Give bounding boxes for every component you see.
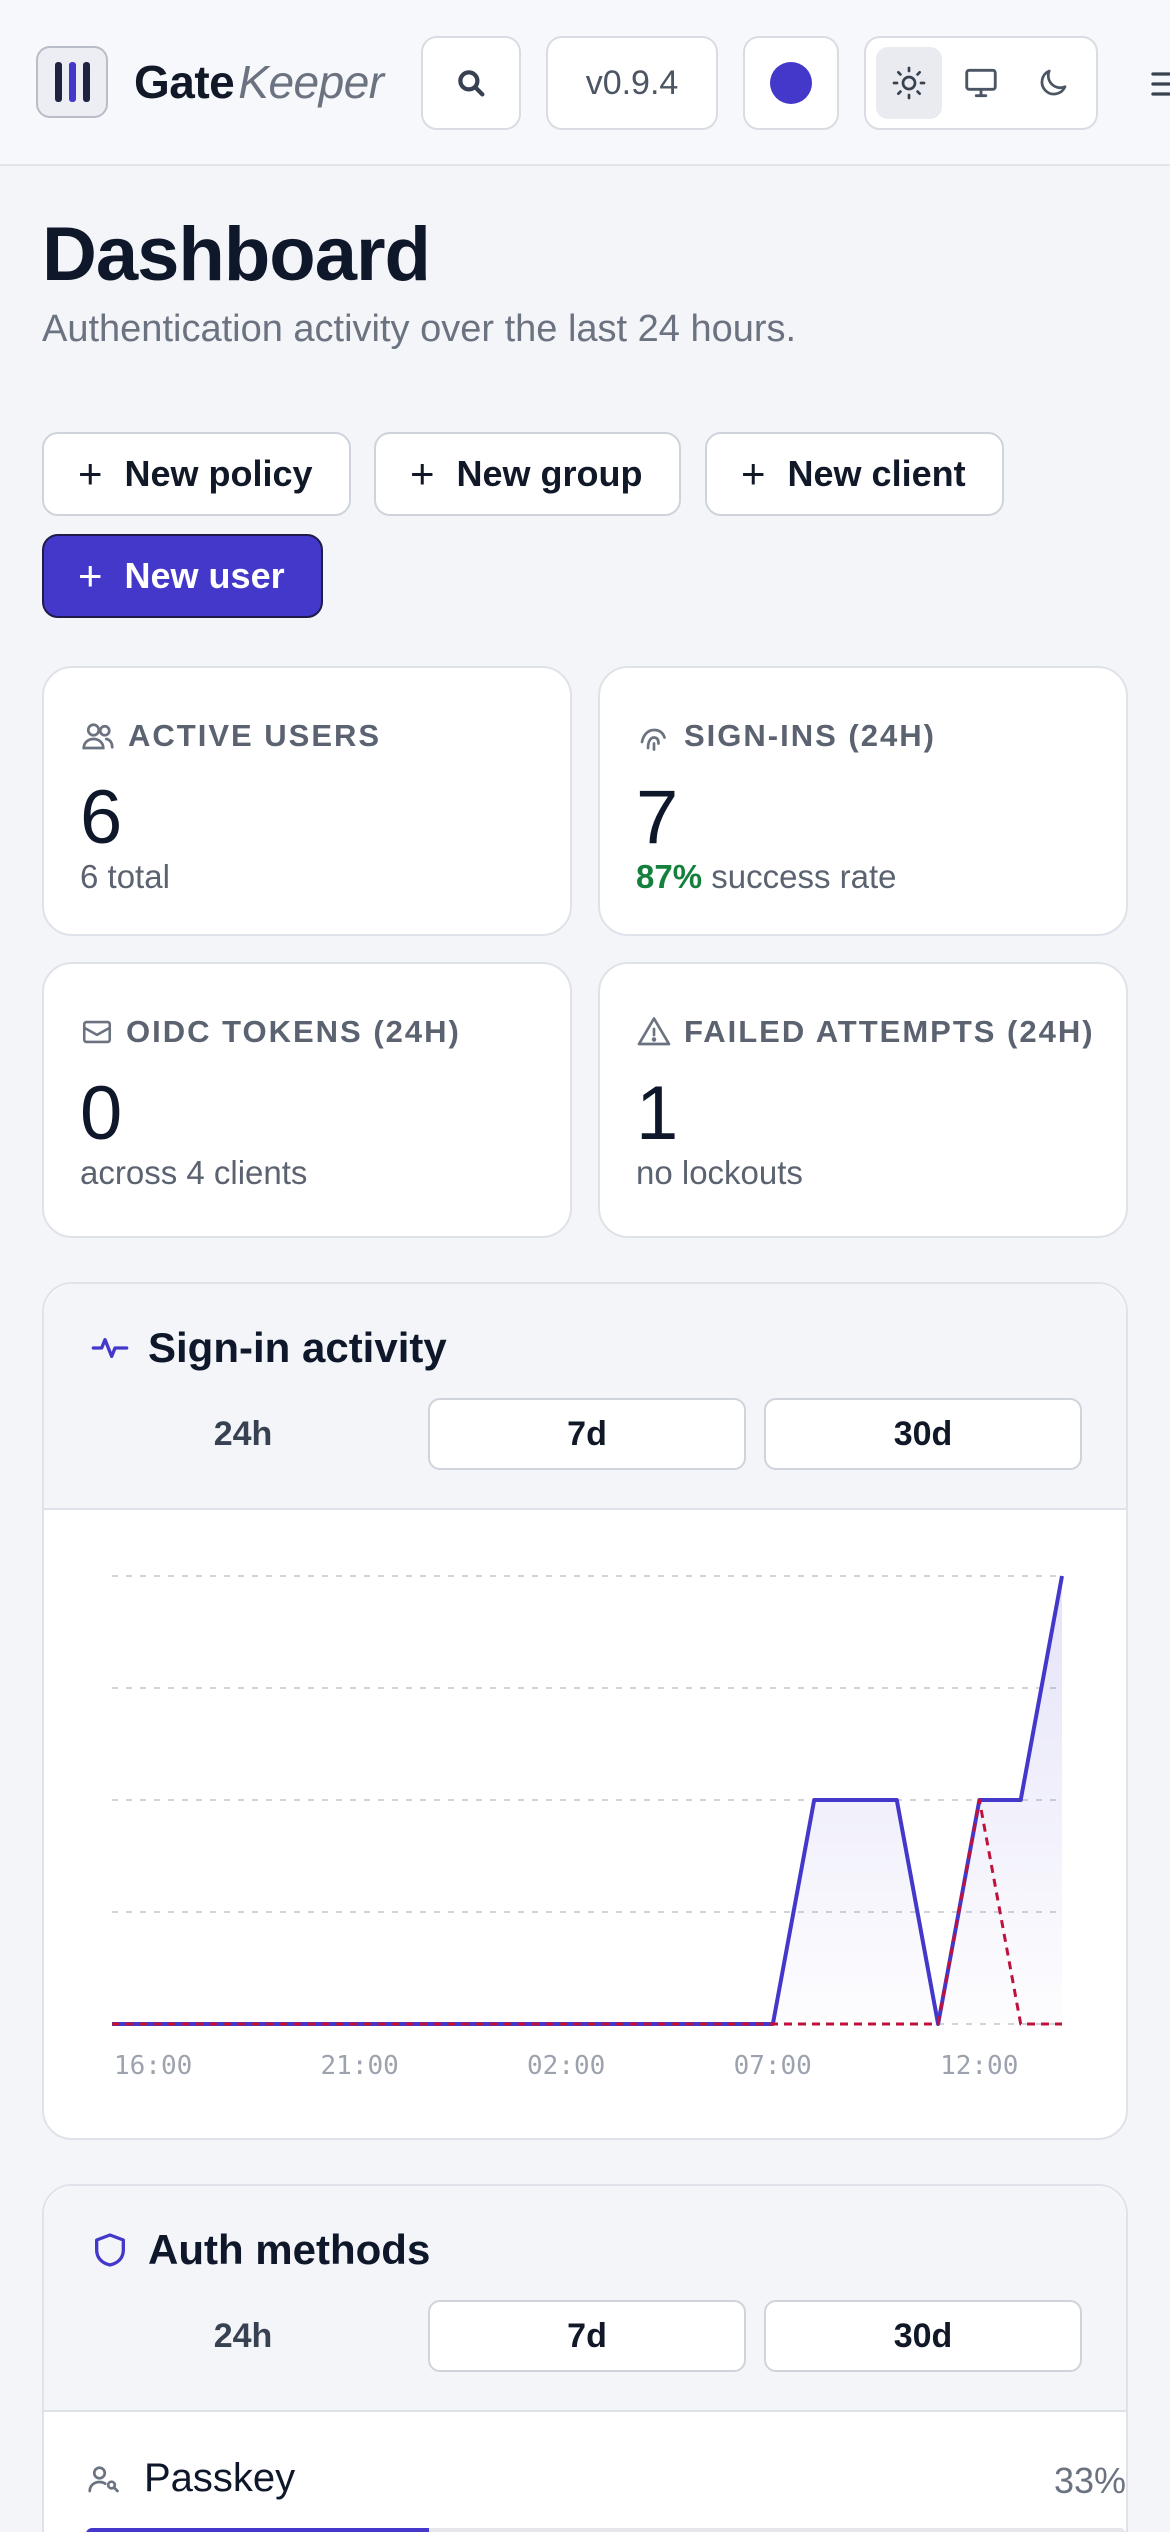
user-key-icon	[88, 2465, 119, 2492]
active-users-label: ACTIVE USERS	[128, 718, 382, 753]
new-policy-label: New policy	[124, 453, 313, 494]
failed-attempts-label: FAILED ATTEMPTS (24H)	[684, 1014, 1095, 1049]
list-item: Passkey 33%	[86, 2456, 1126, 2532]
x-tick-label: 16:00	[114, 2051, 192, 2081]
fingerprint-icon	[640, 728, 666, 751]
version-label: v0.9.4	[585, 63, 679, 102]
users-icon	[82, 723, 114, 750]
stat-card-sign-ins[interactable]: SIGN-INS (24H) 7 87% success rate	[598, 666, 1128, 936]
auth-methods-card: Auth methods 24h 7d 30d Passkey 33%	[42, 2184, 1128, 2532]
stat-card-oidc-tokens[interactable]: OIDC TOKENS (24H) 0 across 4 clients	[42, 962, 572, 1238]
series-area	[112, 1576, 1062, 2024]
page-title: Dashboard	[42, 212, 431, 297]
active-users-value: 6	[80, 775, 123, 860]
menu-button[interactable]	[1148, 64, 1170, 104]
stat-label: FAILED ATTEMPTS (24H)	[636, 1014, 1095, 1050]
brand-name[interactable]: GateKeeper	[134, 52, 384, 112]
new-group-button[interactable]: + New group	[374, 432, 681, 516]
search-icon	[458, 70, 485, 97]
stat-label: ACTIVE USERS	[80, 718, 381, 754]
method-progress-track	[86, 2528, 1126, 2532]
tab-24h[interactable]: 24h	[213, 1414, 273, 1453]
failed-attempts-value: 1	[636, 1071, 679, 1156]
tab-7d[interactable]: 7d	[428, 2300, 746, 2372]
plus-icon: +	[78, 552, 103, 599]
theme-light-button[interactable]	[876, 47, 942, 119]
theme-switcher	[864, 36, 1098, 130]
method-label: Passkey	[144, 2456, 296, 2500]
activity-icon	[91, 1338, 129, 1358]
oidc-tokens-value: 0	[80, 1071, 123, 1156]
section-header: Auth methods 24h 7d 30d	[44, 2186, 1126, 2412]
version-badge[interactable]: v0.9.4	[546, 36, 718, 130]
logo-icon[interactable]	[36, 46, 108, 118]
sign-in-activity-card: Sign-in activity 24h 7d 30d 16:00 21:00 02…	[42, 1282, 1128, 2140]
stat-card-active-users[interactable]: ACTIVE USERS 6 6 total	[42, 666, 572, 936]
new-user-label: New user	[124, 555, 285, 596]
auth-methods-title: Auth methods	[148, 2226, 431, 2273]
activity-title: Sign-in activity	[148, 1324, 447, 1371]
section-title: Sign-in activity	[90, 1324, 447, 1372]
plus-icon: +	[410, 450, 435, 497]
failed-series-line	[112, 1798, 1062, 2026]
sign-ins-value: 7	[636, 775, 679, 860]
inbox-icon	[82, 1020, 112, 1044]
method-percent: 33%	[1053, 2460, 1126, 2501]
accent-color-button[interactable]	[743, 36, 839, 130]
plus-icon: +	[741, 450, 766, 497]
theme-dark-button[interactable]	[1020, 47, 1086, 119]
failed-attempts-sub: no lockouts	[636, 1154, 803, 1191]
theme-system-button[interactable]	[948, 47, 1014, 119]
menu-icon	[1151, 72, 1170, 96]
brand-secondary: Keeper	[238, 56, 384, 108]
moon-icon	[1040, 69, 1067, 96]
new-client-button[interactable]: + New client	[705, 432, 1004, 516]
stat-label: SIGN-INS (24H)	[636, 718, 936, 754]
stat-label: OIDC TOKENS (24H)	[80, 1014, 461, 1050]
sun-icon	[892, 66, 926, 100]
new-group-label: New group	[456, 453, 643, 494]
plus-icon: +	[78, 450, 103, 497]
x-tick-label: 07:00	[734, 2051, 812, 2081]
success-rate-label: success rate	[711, 858, 897, 895]
x-tick-label: 02:00	[527, 2051, 605, 2081]
tab-7d[interactable]: 7d	[428, 1398, 746, 1470]
search-button[interactable]	[421, 36, 521, 130]
shield-icon	[95, 2233, 126, 2267]
method-progress-fill	[86, 2528, 430, 2532]
new-policy-button[interactable]: + New policy	[42, 432, 351, 516]
x-tick-label: 21:00	[321, 2051, 399, 2081]
stat-card-failed-attempts[interactable]: FAILED ATTEMPTS (24H) 1 no lockouts	[598, 962, 1128, 1238]
top-bar: GateKeeper v0.9.4	[0, 0, 1170, 166]
tab-24h[interactable]: 24h	[213, 2316, 273, 2355]
warning-icon	[637, 1017, 671, 1046]
page-subtitle: Authentication activity over the last 24…	[42, 308, 797, 350]
color-dot-icon	[770, 62, 812, 104]
oidc-tokens-label: OIDC TOKENS (24H)	[126, 1014, 461, 1049]
tab-30d[interactable]: 30d	[764, 1398, 1082, 1470]
new-user-button[interactable]: + New user	[42, 534, 323, 618]
method-name: Passkey	[86, 2456, 295, 2501]
sign-ins-label: SIGN-INS (24H)	[684, 718, 936, 753]
monitor-icon	[965, 68, 997, 98]
oidc-tokens-sub: across 4 clients	[80, 1154, 308, 1191]
active-users-sub: 6 total	[80, 858, 170, 895]
brand-primary: Gate	[134, 56, 235, 108]
tab-30d[interactable]: 30d	[764, 2300, 1082, 2372]
section-header: Sign-in activity 24h 7d 30d	[44, 1284, 1126, 1510]
success-rate: 87%	[636, 858, 703, 895]
section-title: Auth methods	[90, 2226, 430, 2274]
sign-ins-sub: 87% success rate	[636, 858, 896, 896]
x-tick-label: 12:00	[940, 2051, 1018, 2081]
sign-in-activity-chart: 16:00 21:00 02:00 07:00 12:00	[112, 1575, 1064, 2081]
new-client-label: New client	[787, 453, 966, 494]
